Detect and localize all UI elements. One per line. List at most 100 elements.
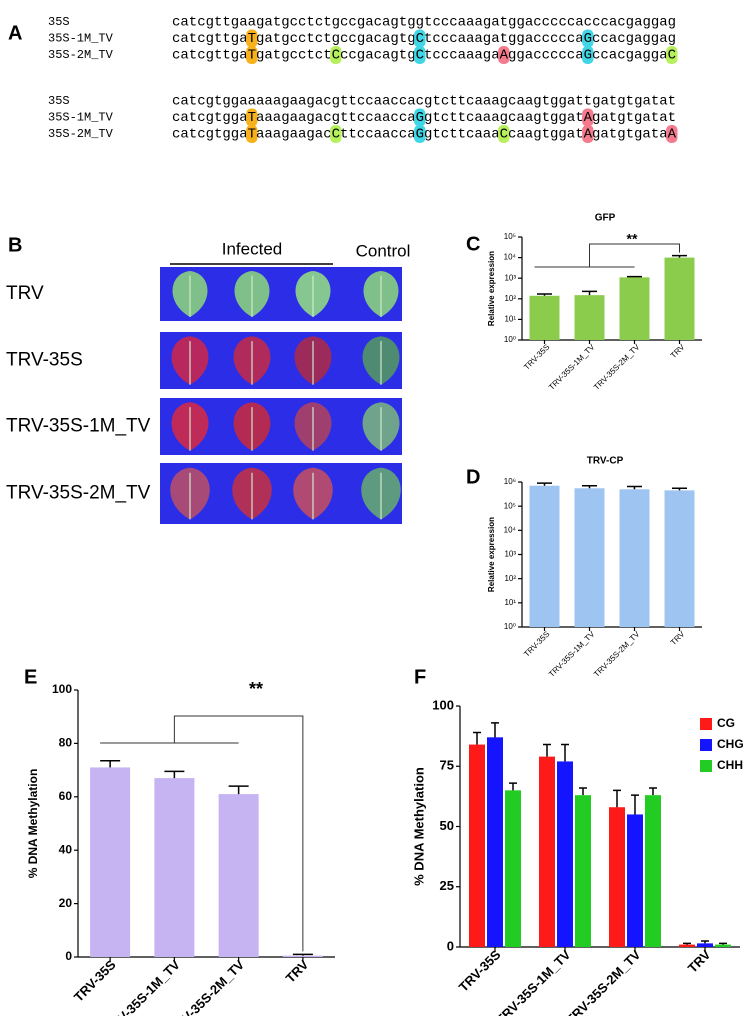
mutation-highlight [414,125,426,143]
sequence: caagtggat [508,127,584,143]
error-bar [672,254,687,258]
x-tick-label: TRV-35S-1M_TV [547,342,597,392]
error-bar [701,940,709,944]
y-tick-label: 25 [440,878,454,893]
legend-swatch [700,760,712,772]
error-bar [228,785,249,795]
sequence: catcgttgaagatgcctctgccgacagtggtcccaaagat… [172,15,676,31]
sequence: aaagaagac [256,127,332,143]
significance-bracket [100,715,304,952]
y-axis-label: Relative expression [487,251,496,326]
panel-letter: A [8,22,22,44]
y-tick-label: 100 [432,697,454,712]
error-bar [627,275,642,278]
error-bar [537,482,552,486]
bar [697,943,713,947]
error-bar [561,743,569,762]
y-axis-label: Relative expression [487,517,496,592]
bar [557,761,573,947]
significance-label: ** [627,231,638,247]
sequence: catcgtgga [172,110,248,126]
y-tick-label: 100 [52,682,72,696]
error-bar [491,722,499,738]
legend-swatch [700,739,712,751]
sequence: ggaccccca [508,48,584,64]
bar [487,737,503,947]
mutation-highlight [582,108,594,127]
bar [645,795,661,947]
x-tick-label: TRV [283,957,312,986]
bar [619,277,650,340]
y-tick-label: 10¹ [504,598,516,607]
error-bar [627,485,642,490]
mutation-highlight [498,125,510,143]
y-tick-label: 10² [504,574,516,583]
sequence: aaagaagacgttccaacca [256,110,416,126]
y-tick-label: 10³ [504,550,516,559]
y-tick-label: 0 [447,938,454,953]
sequence: A [668,127,677,143]
legend-swatch [700,718,712,730]
bar [529,295,560,340]
mutation-highlight [582,46,594,64]
sequence: tcccaaagatggaccccca [424,31,584,47]
legend-label: CG [717,716,735,730]
error-bar [631,794,639,815]
legend-label: CHH [717,758,743,772]
bar [715,944,731,947]
y-tick-label: 10⁴ [504,253,517,262]
sequence: gatgcctct [256,48,332,64]
sequence-name: 35S-1M_TV [48,32,114,46]
sequence: gatgtgata [592,127,668,143]
y-tick-label: 0 [65,949,72,963]
y-tick-label: 75 [440,758,454,773]
mutation-highlight [246,108,258,127]
x-tick-label: TRV [685,947,714,976]
x-tick-label: TRV-35S-2M_TV [592,629,642,679]
bar [575,795,591,947]
y-tick-label: 10⁵ [504,501,516,510]
x-tick-label: TRV [669,629,687,647]
bar [679,944,695,947]
sequence: C [416,31,424,47]
sequence: T [248,127,256,143]
mutation-highlight [246,46,258,64]
y-tick-label: 10² [504,294,516,303]
error-bar [579,787,587,796]
mutation-highlight [330,46,342,64]
sequence: ccacgaggag [592,31,676,47]
error-bar [292,953,313,956]
error-bar [164,770,185,779]
bar [154,778,195,957]
row-label: TRV [6,283,44,304]
mutation-highlight [666,125,678,143]
sequence: A [584,127,593,143]
error-bar [543,743,551,757]
mutation-highlight [414,46,426,64]
y-tick-label: 10³ [504,273,516,282]
bar [664,257,695,340]
bar [282,955,323,957]
group-label: Infected [222,239,283,258]
sequence: tcccaaaga [424,48,500,64]
error-bar [719,942,727,945]
y-tick-label: 10⁵ [504,232,516,241]
error-bar [537,293,552,296]
bar [609,807,625,947]
sequence: catcgttga [172,48,248,64]
sequence: catcgtggaaaaagaagacgttccaaccacgtcttcaaag… [172,94,676,110]
bar [664,490,695,627]
y-tick-label: 10⁶ [504,477,516,486]
legend-label: CHG [717,737,744,751]
sequence-name: 35S [48,15,70,29]
x-tick-label: TRV-35S [456,947,504,995]
error-bar [100,760,121,768]
error-bar [582,290,597,296]
y-tick-label: 40 [59,842,73,856]
sequence: ccgacagtg [340,48,416,64]
sequence-name: 35S [48,94,70,108]
x-tick-label: TRV-35S [71,957,119,1005]
sequence: C [332,48,340,64]
bar [574,488,605,627]
